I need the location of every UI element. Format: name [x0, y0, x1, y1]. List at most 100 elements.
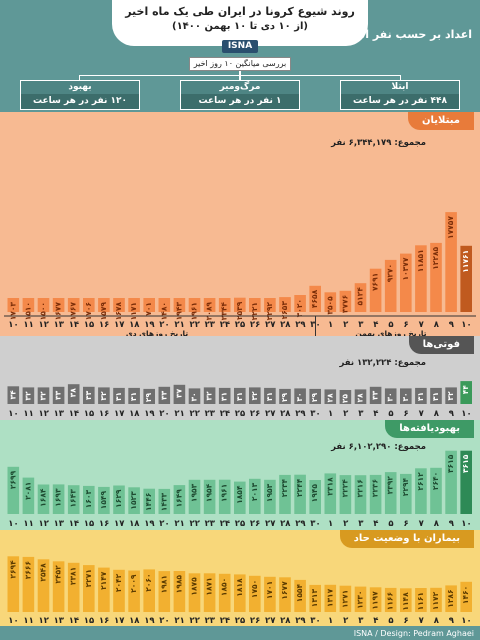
tick-label-19: ۲۸: [280, 320, 291, 330]
bar-8: [113, 569, 125, 612]
data-label-18: ۳۱: [265, 392, 274, 401]
bar-27: [400, 588, 412, 612]
data-label-10: ۷۰۱: [144, 302, 153, 316]
data-label-16: ۱۸۱۸: [235, 578, 244, 597]
data-label-7: ۱۵۴۹: [99, 490, 108, 509]
tick-label-25: ۴: [373, 616, 378, 626]
bar-15: [218, 387, 231, 404]
bar-18: [264, 479, 276, 514]
bar-24: [354, 475, 367, 514]
data-label-29: ۱۱۷۲: [431, 591, 440, 610]
footer-credit: ISNA / Design: Pedram Aghaei: [353, 629, 474, 638]
bar-23: [339, 390, 352, 404]
bar-10: [143, 569, 155, 612]
bar-1: [7, 466, 20, 514]
data-label-22: ۲۳۱۸: [325, 477, 334, 496]
data-label-5: ۱۶۴۳: [69, 489, 78, 508]
tick-label-27: ۶: [403, 409, 408, 419]
header: روند شیوع کرونا در ایران طی یک ماه اخیر …: [0, 0, 480, 110]
tick-label-4: ۱۳: [54, 320, 65, 330]
infected-section: مبتلایان مجموع: ۶,۳۴۴,۱۷۹ نفر ۱۷۰۳ ۱۵۱۰ ۱۵…: [0, 112, 480, 340]
data-label-7: ۱۵۷۹: [99, 302, 108, 321]
bar-2: [22, 556, 35, 612]
bar-29: [430, 587, 442, 612]
bar-6: [83, 485, 95, 514]
tick-label-21: ۳۰: [310, 409, 320, 419]
bar-5: [67, 485, 80, 514]
data-label-18: ۱۹۵۳: [265, 483, 274, 502]
data-label-16: ۳۱: [235, 392, 244, 401]
tick-label-6: ۱۵: [84, 519, 94, 529]
hospitalized-chart: ۲۶۹۴ ۲۶۶۶ ۲۵۴۸ ۲۴۵۲ ۲۳۸۱ ۲۲۷۱ ۲۱۴۷ ۲۰۴۲ ۲۰۰۹ ۲۰۶۰…: [7, 556, 472, 626]
tick-label-26: ۵: [388, 409, 393, 419]
data-label-2: ۱۵۱۰: [23, 302, 32, 320]
bar-30: [445, 387, 457, 404]
data-label-3: ۳۲: [39, 391, 48, 401]
bar-30: [445, 212, 457, 312]
tick-label-31: ۱۰: [461, 616, 471, 626]
tick-label-5: ۱۴: [69, 409, 79, 419]
data-label-14: ۱۸۷۱: [205, 577, 214, 595]
tick-label-9: ۱۸: [129, 320, 140, 330]
tick-label-2: ۱۱: [23, 519, 33, 529]
bar-31: [460, 581, 472, 612]
data-label-1: ۱۷۰۳: [8, 302, 17, 321]
tick-label-19: ۲۸: [280, 409, 291, 419]
data-label-19: ۱۶۷۷: [280, 581, 289, 600]
stat-infected-value: ۴۴۸ نفر در هر ساعت: [341, 94, 459, 109]
tick-label-3: ۱۲: [39, 409, 50, 419]
hospitalized-section: بیماران با وضعیت حاد ۲۶۹۴ ۲۶۶۶ ۲۵۴۸ ۲۴۵۲ ۲۳۸…: [0, 530, 480, 626]
tick-label-10: ۱۹: [144, 616, 155, 626]
data-label-12: ۱۹۸۵: [174, 575, 183, 594]
bar-25: [369, 386, 382, 404]
bar-2: [22, 298, 35, 312]
data-label-19: ۲۶۵۳: [280, 301, 289, 320]
bar-21: [309, 285, 321, 312]
bar-23: [339, 290, 352, 312]
tick-label-18: ۲۷: [265, 409, 276, 419]
bar-20: [294, 295, 306, 312]
tick-label-31: ۱۰: [461, 519, 471, 529]
bar-29: [430, 387, 442, 404]
bar-22: [324, 292, 337, 312]
bar-22: [324, 389, 337, 404]
data-label-25: ۲۲۳۶: [371, 479, 380, 497]
bar-14: [203, 298, 216, 312]
data-label-12: ۱۹۴۳: [174, 302, 183, 321]
bar-14: [203, 573, 216, 612]
tick-label-15: ۲۴: [220, 409, 230, 419]
data-label-9: ۱۵۲۳: [129, 491, 138, 510]
tick-label-21: ۳۰: [310, 519, 320, 529]
tick-label-8: ۱۷: [114, 519, 125, 529]
data-label-21: ۱۹۴۵: [310, 484, 319, 503]
data-label-8: ۲۰۴۲: [114, 573, 123, 592]
tick-label-23: ۲: [343, 616, 349, 626]
tick-label-16: ۲۵: [235, 320, 245, 330]
bar-30: [445, 585, 457, 612]
data-label-5: ۳۸: [69, 388, 78, 398]
bar-11: [158, 571, 171, 612]
data-label-31: ۴۴: [461, 385, 470, 395]
data-label-15: ۱۸۵۰: [220, 578, 229, 596]
tick-label-15: ۲۴: [220, 519, 230, 529]
tick-label-17: ۲۶: [250, 519, 260, 529]
bar-26: [384, 259, 397, 312]
bar-6: [83, 565, 95, 612]
data-label-22: ۱۳۱۷: [325, 588, 334, 607]
bar-8: [113, 485, 125, 514]
data-label-25: ۳۳: [371, 390, 380, 400]
tick-label-13: ۲۲: [190, 409, 201, 419]
data-label-16: ۱۸۵۴: [235, 485, 244, 504]
bar-4: [52, 386, 65, 404]
data-label-10: ۱۴۴۶: [144, 493, 153, 511]
tick-label-25: ۴: [373, 519, 378, 529]
bar-15: [218, 298, 231, 312]
data-label-24: ۲۸: [356, 393, 365, 403]
tick-label-8: ۱۷: [114, 320, 125, 330]
bar-11: [158, 386, 171, 404]
tick-label-17: ۲۶: [250, 616, 260, 626]
bar-17: [249, 298, 261, 312]
bar-19: [279, 577, 291, 612]
bar-17: [249, 575, 261, 612]
tick-label-19: ۲۸: [280, 616, 291, 626]
